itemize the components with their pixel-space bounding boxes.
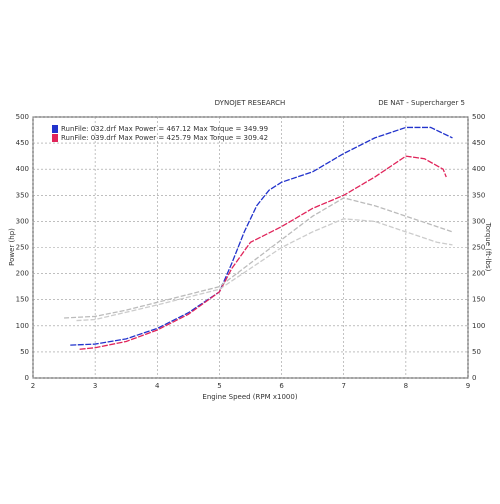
y2-tick-label: 500 <box>472 113 485 121</box>
x-axis-label: Engine Speed (RPM x1000) <box>202 393 297 401</box>
y-tick-label: 250 <box>16 244 29 252</box>
y2-tick-label: 0 <box>472 374 476 382</box>
y2-tick-label: 300 <box>472 217 485 225</box>
y-tick-label: 300 <box>16 217 29 225</box>
x-tick-label: 9 <box>466 382 470 390</box>
legend-label: RunFile: 032.drf Max Power = 467.12 Max … <box>61 125 268 133</box>
x-tick-label: 4 <box>155 382 160 390</box>
y-tick-label: 150 <box>16 296 29 304</box>
y-tick-label: 450 <box>16 139 29 147</box>
y2-tick-label: 350 <box>472 191 485 199</box>
series-line <box>64 197 453 319</box>
series-line <box>76 218 453 322</box>
y-tick-label: 0 <box>25 374 29 382</box>
y-tick-label: 500 <box>16 113 29 121</box>
y2-tick-label: 100 <box>472 322 485 330</box>
y2-tick-label: 50 <box>472 348 481 356</box>
y2-tick-label: 150 <box>472 296 485 304</box>
y-tick-label: 50 <box>20 348 29 356</box>
x-tick-label: 7 <box>341 382 345 390</box>
legend-label: RunFile: 039.drf Max Power = 425.79 Max … <box>61 134 268 142</box>
series-line <box>70 126 453 346</box>
legend-swatch <box>52 125 58 133</box>
y-axis-label: Power (hp) <box>8 228 16 266</box>
y-tick-label: 350 <box>16 191 29 199</box>
legend-swatch <box>52 134 58 142</box>
x-tick-label: 8 <box>404 382 408 390</box>
y2-axis-label: Torque (ft-lbs) <box>484 222 492 272</box>
x-tick-label: 2 <box>31 382 35 390</box>
y2-tick-label: 200 <box>472 270 485 278</box>
chart-subtitle: DE NAT - Supercharger 5 <box>378 99 465 107</box>
x-tick-label: 5 <box>217 382 221 390</box>
x-tick-label: 3 <box>93 382 97 390</box>
series-line <box>79 155 447 350</box>
y-tick-label: 200 <box>16 270 29 278</box>
x-tick-label: 6 <box>279 382 284 390</box>
chart-title: DYNOJET RESEARCH <box>215 99 286 107</box>
y-tick-label: 400 <box>16 165 29 173</box>
y2-tick-label: 450 <box>472 139 485 147</box>
y2-tick-label: 250 <box>472 244 485 252</box>
y-tick-label: 100 <box>16 322 29 330</box>
y2-tick-label: 400 <box>472 165 485 173</box>
